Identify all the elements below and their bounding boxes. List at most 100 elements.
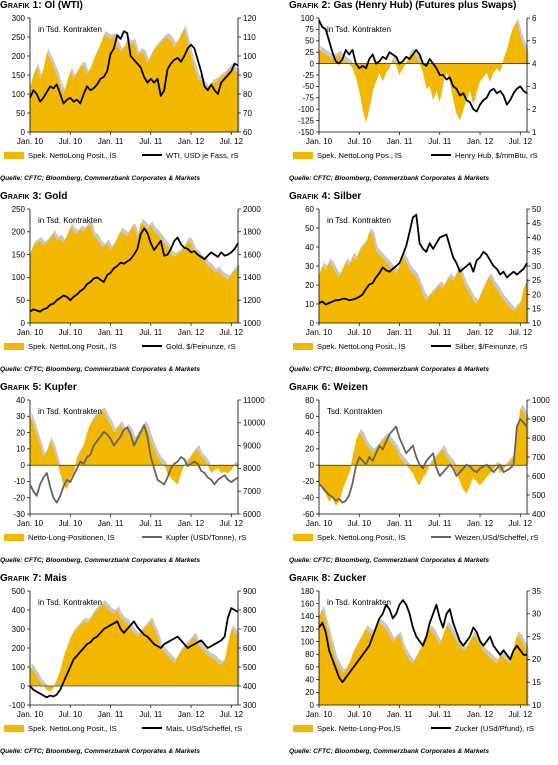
- left-tick-label: 140: [301, 612, 315, 621]
- legend-area-label: Spek. NettoLong Pos., lS: [317, 151, 402, 160]
- legend-area-label: Spek. NettoLong Posit., lS: [28, 342, 117, 351]
- left-tick-label: 60: [305, 663, 314, 672]
- area-series: [319, 22, 527, 123]
- chart-title: Grafik 6: Weizen: [289, 382, 368, 393]
- line-series: [29, 30, 239, 105]
- legend-swatch-area: [293, 534, 313, 541]
- right-tick-label: 15: [532, 305, 541, 314]
- right-tick-label: 2: [532, 105, 537, 114]
- chart-title: Grafik 1: Öl (WTI): [0, 0, 83, 11]
- left-tick-label: 300: [12, 625, 26, 634]
- left-tick-label: 30: [305, 262, 314, 271]
- x-tick-label: Jan. 12: [467, 519, 494, 528]
- x-tick-label: Jan. 12: [467, 137, 494, 146]
- x-tick-label: Jul. 12: [509, 710, 533, 719]
- x-tick-label: Jan. 11: [387, 137, 413, 146]
- left-tick-label: 75: [305, 25, 314, 34]
- left-tick-label: 20: [305, 281, 314, 290]
- left-tick-label: -20: [13, 494, 25, 503]
- x-tick-label: Jul. 12: [509, 137, 533, 146]
- left-tick-label: -100: [298, 105, 315, 114]
- right-tick-label: 6: [532, 14, 537, 23]
- right-tick-label: 10: [532, 701, 541, 710]
- chart-panel-6: Grafik 6: Weizen -60 -40 -20 0 20 40 60 80 400 50…: [289, 382, 558, 572]
- x-tick-label: Jan. 10: [306, 328, 333, 337]
- chart-svg: -60 -40 -20 0 20 40 60 80 400 500 600 700 800 900 1000…: [293, 396, 550, 542]
- chart-name: Öl (WTI): [44, 0, 83, 11]
- right-tick-label: 800: [243, 606, 257, 615]
- chart-svg: 0 20 40 60 80 100 120 140 160 180 10 15 20 25 30 35 Jan.…: [293, 587, 541, 733]
- right-tick-label: 30: [532, 262, 541, 271]
- left-tick-label: -20: [302, 477, 314, 486]
- right-tick-label: 2000: [243, 205, 261, 214]
- inner-axis-label: in Tsd. Kontrakten: [38, 407, 102, 416]
- area-series: [319, 610, 527, 705]
- right-tick-label: 11000: [243, 396, 265, 405]
- left-tick-label: -40: [302, 494, 314, 503]
- x-tick-label: Jul. 12: [509, 328, 533, 337]
- right-tick-label: 1200: [243, 296, 261, 305]
- area-series: [30, 604, 238, 692]
- left-tick-label: 20: [305, 688, 314, 697]
- chart-panel-1: Grafik 1: Öl (WTI) 0 50 100 150 200 250 300 60 7…: [0, 0, 270, 190]
- inner-axis-label: in Tsd. Kontrakten: [327, 25, 391, 34]
- chart-name: Zucker: [333, 573, 367, 584]
- right-tick-label: 500: [243, 663, 257, 672]
- left-tick-label: 25: [305, 48, 314, 57]
- right-tick-label: 3: [532, 82, 537, 91]
- left-tick-label: 60: [305, 205, 314, 214]
- left-tick-label: 50: [16, 109, 25, 118]
- x-tick-label: Jul. 11: [428, 328, 452, 337]
- legend-line-label: WTI, USD je Fass, rS: [166, 151, 239, 160]
- chart-panel-8: Grafik 8: Zucker 0 20 40 60 80 100 120 140 160 18…: [289, 573, 558, 763]
- x-tick-label: Jan. 12: [467, 328, 494, 337]
- chart-title: Grafik 8: Zucker: [289, 573, 366, 584]
- right-tick-label: 700: [532, 453, 546, 462]
- chart-number: Grafik 3:: [0, 191, 42, 202]
- left-tick-label: 400: [12, 606, 26, 615]
- source-note: Quelle: CFTC; Bloomberg, Commerzbank Cor…: [289, 748, 490, 755]
- chart-svg: -100 0 100 200 300 400 500 300 400 500 600 700 800 90…: [4, 587, 257, 733]
- right-tick-label: 6000: [243, 510, 261, 519]
- x-tick-label: Jul. 11: [139, 328, 163, 337]
- chart-name: Mais: [44, 573, 67, 584]
- legend-line-label: Gold, $/Feinunze, rS: [166, 342, 236, 351]
- source-note: Quelle: CFTC; Bloomberg, Commerzbank Cor…: [289, 366, 490, 373]
- right-tick-label: 120: [243, 14, 257, 23]
- inner-axis-label: in Tsd. Kontrakten: [327, 216, 391, 225]
- x-tick-label: Jan. 10: [17, 137, 44, 146]
- chart-panel-2: Grafik 2: Gas (Henry Hub) (Futures plus …: [289, 0, 558, 190]
- line-series: [318, 599, 527, 684]
- right-tick-label: 80: [243, 90, 252, 99]
- left-tick-label: 0: [310, 59, 315, 68]
- right-tick-label: 100: [243, 52, 257, 61]
- right-tick-label: 70: [243, 109, 252, 118]
- right-tick-label: 1600: [243, 250, 261, 259]
- chart-svg: 0 50 100 150 200 250 300 60 70 80 90 100 110 120 Jan. …: [4, 14, 257, 160]
- right-tick-label: 1000: [243, 319, 261, 328]
- right-tick-label: 4: [532, 59, 537, 68]
- chart-panel-7: Grafik 7: Mais -100 0 100 200 300 400 500 300 40…: [0, 573, 270, 763]
- source-note: Quelle: CFTC; Bloomberg, Commerzbank Cor…: [0, 557, 201, 564]
- x-tick-label: Jan. 10: [17, 328, 44, 337]
- right-tick-label: 20: [532, 655, 541, 664]
- x-tick-label: Jan. 11: [387, 519, 413, 528]
- chart-number: Grafik 1:: [0, 0, 42, 11]
- left-tick-label: 160: [301, 599, 315, 608]
- x-tick-label: Jul. 10: [347, 519, 371, 528]
- chart-panel-5: Grafik 5: Kupfer -30 -20 -10 0 10 20 30 40 6000 7…: [0, 382, 270, 572]
- x-tick-label: Jul. 10: [58, 328, 82, 337]
- left-tick-label: 50: [16, 296, 25, 305]
- line-series: [318, 19, 528, 113]
- right-tick-label: 5: [532, 37, 537, 46]
- right-tick-label: 400: [243, 682, 257, 691]
- line-series: [29, 227, 239, 313]
- x-tick-label: Jul. 10: [58, 137, 82, 146]
- left-tick-label: 40: [305, 243, 314, 252]
- x-tick-label: Jan. 11: [387, 328, 413, 337]
- left-tick-label: 40: [16, 396, 25, 405]
- right-tick-label: 45: [532, 219, 541, 228]
- chart-number: Grafik 6:: [289, 382, 331, 393]
- chart-panel-4: Grafik 4: Silber 0 10 20 30 40 50 60 10 15 20 25 30…: [289, 191, 558, 381]
- left-tick-label: 0: [310, 461, 315, 470]
